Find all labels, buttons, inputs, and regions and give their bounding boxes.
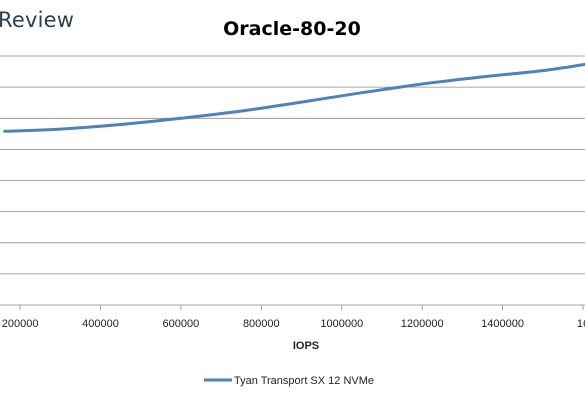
x-axis xyxy=(0,304,585,310)
x-tick-label: 200000 xyxy=(2,318,39,330)
x-axis-label: IOPS xyxy=(293,340,319,352)
series-line-0 xyxy=(3,62,585,133)
gridlines xyxy=(0,55,585,275)
x-tick-label: 1200000 xyxy=(401,318,444,330)
x-tick-label: 800000 xyxy=(243,318,280,330)
x-tick-label: 600000 xyxy=(163,318,200,330)
x-tick-label: 1000000 xyxy=(320,318,363,330)
x-tick-label: 16 xyxy=(577,318,585,330)
chart-title: Oracle-80-20 xyxy=(223,18,361,40)
x-tick-label: 1400000 xyxy=(481,318,524,330)
brand-logo-text: Review xyxy=(0,8,74,32)
x-tick-label: 400000 xyxy=(82,318,119,330)
legend: Tyan Transport SX 12 NVMe xyxy=(204,375,374,387)
legend-entry: Tyan Transport SX 12 NVMe xyxy=(234,375,374,387)
series-lines xyxy=(3,62,585,133)
x-tick-labels: 200000 400000 600000 800000 1000000 1200000 14… xyxy=(2,318,585,330)
